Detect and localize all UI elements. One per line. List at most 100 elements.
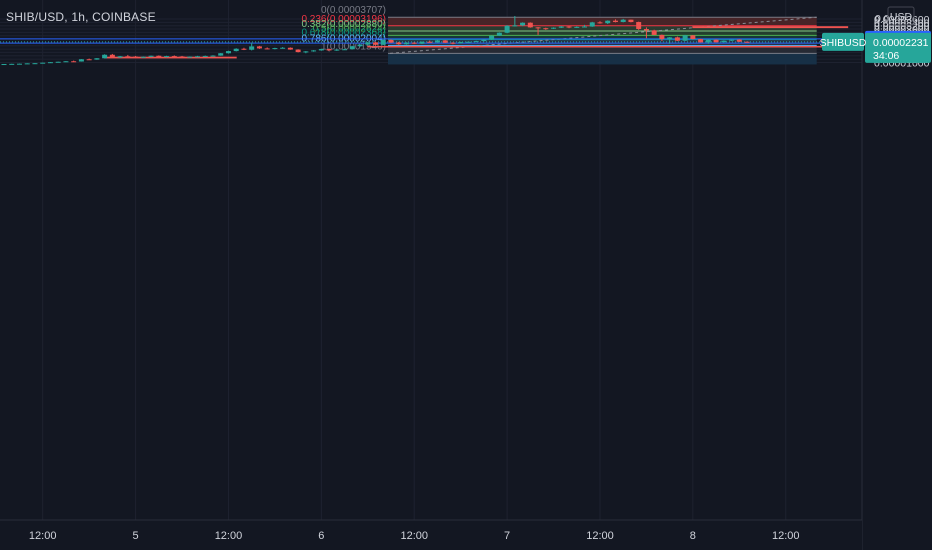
candle-body[interactable] (597, 22, 603, 24)
candle-body[interactable] (311, 50, 317, 52)
candle-body[interactable] (504, 25, 510, 33)
candle-body[interactable] (388, 39, 394, 43)
candle-body[interactable] (140, 56, 146, 58)
candle-body[interactable] (520, 22, 526, 26)
candle-body[interactable] (264, 48, 270, 50)
candle-body[interactable] (125, 56, 131, 58)
candle-body[interactable] (32, 63, 38, 65)
candle-body[interactable] (442, 40, 448, 43)
candle-body[interactable] (94, 58, 100, 60)
candle-body[interactable] (411, 42, 417, 44)
candle-body[interactable] (295, 49, 301, 53)
candle-body[interactable] (458, 42, 464, 44)
symbol-label[interactable]: SHIB/USD, 1h, COINBASE (6, 10, 156, 24)
candle-body[interactable] (16, 63, 22, 65)
candle-body[interactable] (605, 20, 611, 24)
rectangle-drawing[interactable] (367, 45, 932, 48)
rectangle-drawing[interactable] (692, 26, 849, 29)
candle-body[interactable] (674, 37, 680, 41)
candle-body[interactable] (365, 42, 371, 45)
candle-body[interactable] (218, 53, 224, 56)
candle-body[interactable] (249, 46, 255, 50)
candle-body[interactable] (612, 20, 618, 23)
candle-body[interactable] (721, 40, 727, 43)
candle-body[interactable] (574, 26, 580, 28)
candle-body[interactable] (1, 64, 7, 66)
candle-body[interactable] (535, 27, 541, 29)
candle-body[interactable] (682, 35, 688, 41)
candle-body[interactable] (187, 56, 193, 58)
candle-body[interactable] (241, 48, 247, 50)
candle-body[interactable] (566, 26, 572, 28)
candle-body[interactable] (403, 42, 409, 45)
candle-body[interactable] (628, 19, 634, 23)
candle-body[interactable] (512, 25, 518, 27)
candle-body[interactable] (551, 27, 557, 29)
candle-body[interactable] (620, 19, 626, 23)
candle-body[interactable] (272, 48, 278, 50)
candle-body[interactable] (419, 41, 425, 44)
symbol-tag-bg[interactable] (822, 32, 864, 51)
candle-body[interactable] (705, 39, 711, 43)
candle-body[interactable] (78, 59, 84, 62)
candle-body[interactable] (667, 37, 673, 40)
currency-label[interactable]: USD (890, 11, 913, 23)
candle-body[interactable] (40, 62, 46, 64)
candle-body[interactable] (434, 40, 440, 43)
candle-body[interactable] (558, 26, 564, 28)
candle-body[interactable] (256, 46, 262, 49)
candle-body[interactable] (357, 44, 363, 47)
candle-body[interactable] (326, 49, 332, 51)
rectangle-drawing[interactable] (104, 56, 237, 59)
candle-body[interactable] (729, 39, 735, 41)
candle-body[interactable] (527, 22, 533, 28)
candle-body[interactable] (698, 39, 704, 43)
candle-body[interactable] (102, 54, 108, 59)
candle-body[interactable] (450, 42, 456, 44)
candle-body[interactable] (342, 49, 348, 51)
candle-body[interactable] (47, 62, 53, 64)
last-price-tag-bg[interactable] (865, 32, 931, 63)
candle-body[interactable] (86, 59, 92, 61)
candle-body[interactable] (659, 34, 665, 40)
candle-body[interactable] (24, 63, 30, 65)
candle-body[interactable] (373, 42, 379, 45)
candle-body[interactable] (489, 35, 495, 40)
candle-body[interactable] (396, 42, 402, 45)
candle-body[interactable] (55, 61, 61, 63)
candle-body[interactable] (171, 56, 177, 58)
candle-body[interactable] (636, 22, 642, 30)
candle-body[interactable] (280, 47, 286, 49)
candle-body[interactable] (179, 56, 185, 58)
candle-body[interactable] (287, 47, 293, 50)
candle-body[interactable] (195, 56, 200, 58)
candle-body[interactable] (465, 41, 471, 43)
candle-body[interactable] (318, 49, 324, 51)
candle-body[interactable] (713, 39, 719, 43)
symbol-tag-label[interactable]: SHIBUSD (820, 37, 867, 49)
candle-body[interactable] (71, 61, 77, 63)
candle-body[interactable] (380, 39, 386, 45)
currency-box[interactable] (887, 6, 915, 26)
candle-body[interactable] (117, 56, 123, 58)
candle-body[interactable] (225, 51, 231, 54)
candle-body[interactable] (744, 41, 750, 43)
last-price-value[interactable]: 0.00002231 (873, 37, 929, 49)
candle-body[interactable] (496, 32, 502, 36)
candle-body[interactable] (9, 63, 15, 65)
candle-body[interactable] (690, 35, 696, 40)
candle-body[interactable] (164, 56, 170, 58)
candle-body[interactable] (589, 22, 595, 27)
candle-body[interactable] (210, 55, 216, 57)
candle-body[interactable] (582, 26, 587, 28)
candle-body[interactable] (651, 30, 657, 35)
candle-body[interactable] (233, 48, 239, 52)
candle-body[interactable] (156, 55, 162, 57)
candle-body[interactable] (109, 54, 115, 58)
candle-body[interactable] (736, 39, 742, 42)
candle-body[interactable] (473, 41, 479, 43)
candle-body[interactable] (303, 51, 309, 53)
candle-body[interactable] (202, 55, 208, 57)
candle-body[interactable] (63, 61, 69, 63)
candle-body[interactable] (349, 46, 355, 50)
